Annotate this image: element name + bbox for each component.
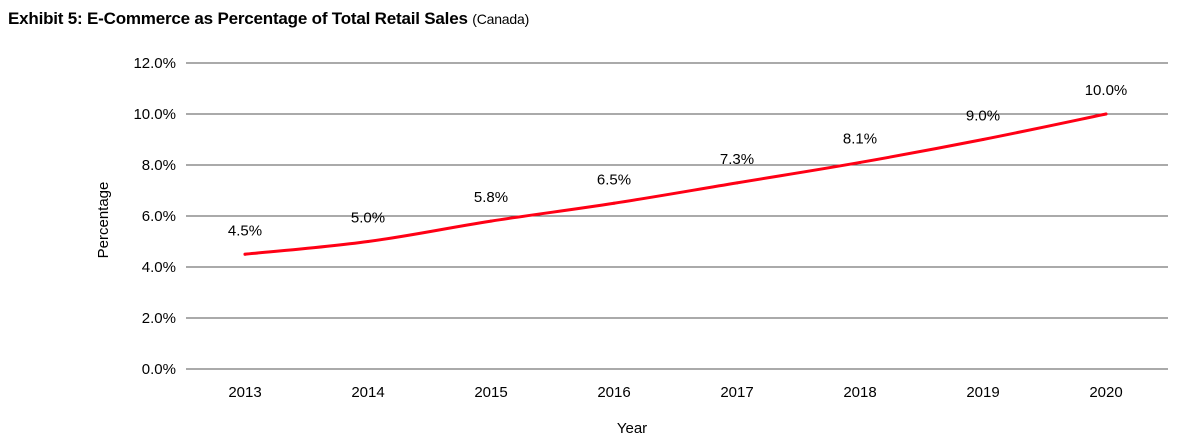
x-tick-label: 2019 xyxy=(966,384,999,401)
x-tick-label: 2018 xyxy=(843,384,876,401)
data-label: 5.8% xyxy=(474,189,508,206)
gridlines xyxy=(186,62,1168,370)
y-tick-label: 12.0% xyxy=(133,55,176,72)
data-label: 9.0% xyxy=(966,108,1000,125)
y-tick-labels: 0.0% 2.0% 4.0% 6.0% 8.0% 10.0% 12.0% xyxy=(133,55,176,378)
series-line xyxy=(243,112,1108,256)
data-point xyxy=(243,252,247,256)
x-tick-label: 2013 xyxy=(228,384,261,401)
x-tick-label: 2014 xyxy=(351,384,384,401)
data-point xyxy=(981,138,985,141)
data-labels: 4.5% 5.0% 5.8% 6.5% 7.3% 8.1% 9.0% 10.0% xyxy=(228,82,1127,239)
data-point xyxy=(1104,112,1108,116)
x-tick-label: 2020 xyxy=(1089,384,1122,401)
y-axis-label: Percentage xyxy=(95,182,112,259)
x-tick-label: 2017 xyxy=(720,384,753,401)
data-point xyxy=(489,219,493,223)
y-tick-label: 4.0% xyxy=(142,259,176,276)
data-points xyxy=(243,112,1108,256)
y-tick-label: 0.0% xyxy=(142,361,176,378)
chart-title: Exhibit 5: E-Commerce as Percentage of T… xyxy=(8,9,529,29)
x-axis-label: Year xyxy=(617,420,647,437)
y-tick-label: 8.0% xyxy=(142,157,176,174)
chart-title-main: Exhibit 5: E-Commerce as Percentage of T… xyxy=(8,9,468,28)
data-label: 5.0% xyxy=(351,210,385,227)
y-tick-label: 10.0% xyxy=(133,106,176,123)
x-tick-labels: 2013 2014 2015 2016 2017 2018 2019 2020 xyxy=(228,384,1122,401)
data-label: 4.5% xyxy=(228,222,262,239)
data-point xyxy=(858,160,862,164)
data-point xyxy=(366,240,370,243)
y-tick-label: 6.0% xyxy=(142,208,176,225)
chart-subtitle: (Canada) xyxy=(472,11,530,27)
data-label: 8.1% xyxy=(843,130,877,147)
x-tick-label: 2015 xyxy=(474,384,507,401)
data-point xyxy=(612,201,616,205)
y-tick-label: 2.0% xyxy=(142,310,176,327)
data-label: 10.0% xyxy=(1085,82,1128,99)
x-tick-label: 2016 xyxy=(597,384,630,401)
data-point xyxy=(735,181,739,185)
data-label: 6.5% xyxy=(597,171,631,188)
data-label: 7.3% xyxy=(720,151,754,168)
